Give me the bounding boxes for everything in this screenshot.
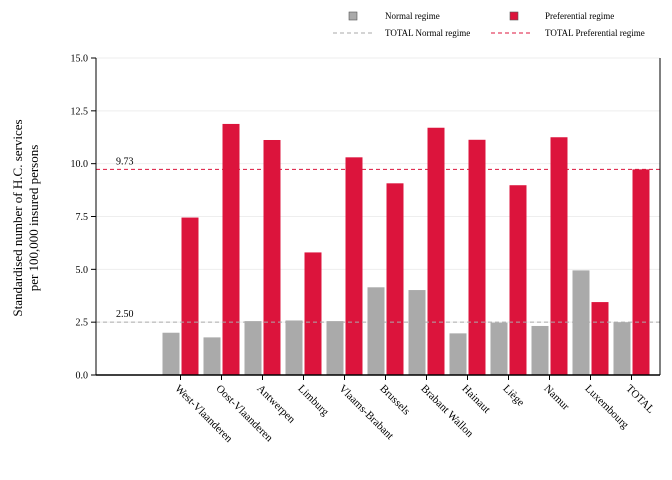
bar-normal-regime xyxy=(326,321,344,375)
bar-normal-regime xyxy=(449,333,467,375)
bar-normal-regime xyxy=(408,290,426,375)
bar-normal-regime xyxy=(572,270,590,375)
legend-label-preferential: Preferential regime xyxy=(545,11,614,21)
y-tick-label: 5.0 xyxy=(76,265,89,276)
y-tick-label: 0.0 xyxy=(76,371,89,382)
category-label: Namur xyxy=(541,383,571,413)
bar-normal-regime xyxy=(613,322,631,375)
bar-normal-regime xyxy=(367,287,385,375)
bar-normal-regime xyxy=(162,332,180,375)
category-label: TOTAL xyxy=(623,383,656,416)
bar-preferential-regime xyxy=(222,123,240,375)
category-labels: West-VlaanderenOost-VlaanderenAntwerpenL… xyxy=(172,383,656,446)
bar-preferential-regime xyxy=(509,185,527,375)
legend-label-total-preferential: TOTAL Preferential regime xyxy=(545,28,645,38)
bar-preferential-regime xyxy=(591,302,609,375)
bar-normal-regime xyxy=(244,321,262,375)
bar-preferential-regime xyxy=(632,169,650,375)
legend: Normal regime Preferential regime TOTAL … xyxy=(333,11,645,38)
category-label: Liège xyxy=(500,383,526,409)
bar-preferential-regime xyxy=(263,139,281,375)
bar-preferential-regime xyxy=(427,127,445,376)
y-tick-label: 15.0 xyxy=(71,54,89,65)
category-label: Hainaut xyxy=(459,383,492,416)
category-label: Brussels xyxy=(377,383,412,418)
bar-preferential-regime xyxy=(345,157,363,375)
bar-preferential-regime xyxy=(550,137,568,375)
y-tick-label: 7.5 xyxy=(76,212,89,223)
y-tick-label: 2.5 xyxy=(76,318,89,329)
reference-lines: 2.50 9.73 xyxy=(96,156,660,323)
y-axis-label-line2: per 100,000 insured persons xyxy=(26,145,41,292)
bar-preferential-regime xyxy=(304,252,322,375)
bar-preferential-regime xyxy=(468,139,486,375)
bar-normal-regime xyxy=(531,325,549,375)
bar-normal-regime xyxy=(285,320,303,375)
bar-normal-regime xyxy=(203,337,221,375)
bar-preferential-regime xyxy=(181,217,199,375)
reference-line-label: 9.73 xyxy=(116,156,134,167)
y-axis-label-line1: Standardised number of H.C. services xyxy=(10,119,25,316)
category-label: Antwerpen xyxy=(254,383,297,426)
y-tick-label: 10.0 xyxy=(71,159,89,170)
bar-normal-regime xyxy=(490,322,508,375)
legend-label-normal: Normal regime xyxy=(385,11,440,21)
bars xyxy=(162,123,650,376)
legend-label-total-normal: TOTAL Normal regime xyxy=(385,28,470,38)
category-label: Limburg xyxy=(295,383,331,419)
axes: 0.0 2.5 5.0 7.5 10.0 12.5 15.0 xyxy=(71,54,661,382)
y-tick-label: 12.5 xyxy=(71,106,89,117)
reference-line-label: 2.50 xyxy=(116,309,134,320)
legend-swatch-preferential xyxy=(509,11,519,21)
bar-preferential-regime xyxy=(386,183,404,375)
legend-swatch-normal xyxy=(348,11,358,21)
